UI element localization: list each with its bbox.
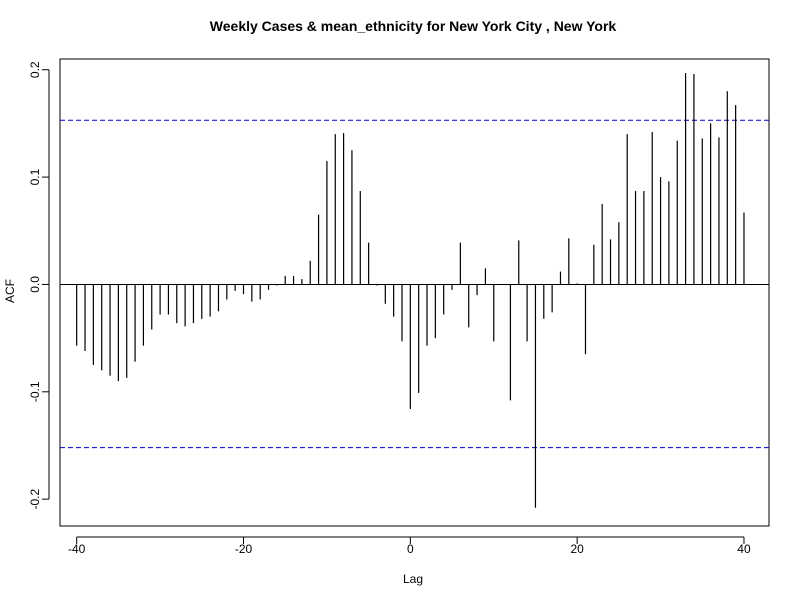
- x-tick-label: 20: [570, 542, 584, 556]
- y-tick-label: 0.0: [28, 276, 42, 293]
- x-tick-label: -20: [235, 542, 253, 556]
- y-axis-label: ACF: [3, 279, 17, 303]
- chart-title: Weekly Cases & mean_ethnicity for New Yo…: [210, 18, 617, 34]
- x-tick-label: -40: [68, 542, 86, 556]
- x-tick-label: 40: [737, 542, 751, 556]
- chart-marks: [60, 72, 769, 508]
- y-tick-label: 0.2: [28, 61, 42, 78]
- x-tick-label: 0: [407, 542, 414, 556]
- chart-axes: -40 -20 0 20 40 -0.2 -0.1 0.0 0.1 0.2: [28, 61, 751, 556]
- x-axis-label: Lag: [403, 572, 423, 586]
- y-tick-label: 0.1: [28, 168, 42, 185]
- y-tick-label: -0.2: [28, 489, 42, 510]
- y-tick-label: -0.1: [28, 381, 42, 402]
- plot-area-frame: [59, 58, 770, 527]
